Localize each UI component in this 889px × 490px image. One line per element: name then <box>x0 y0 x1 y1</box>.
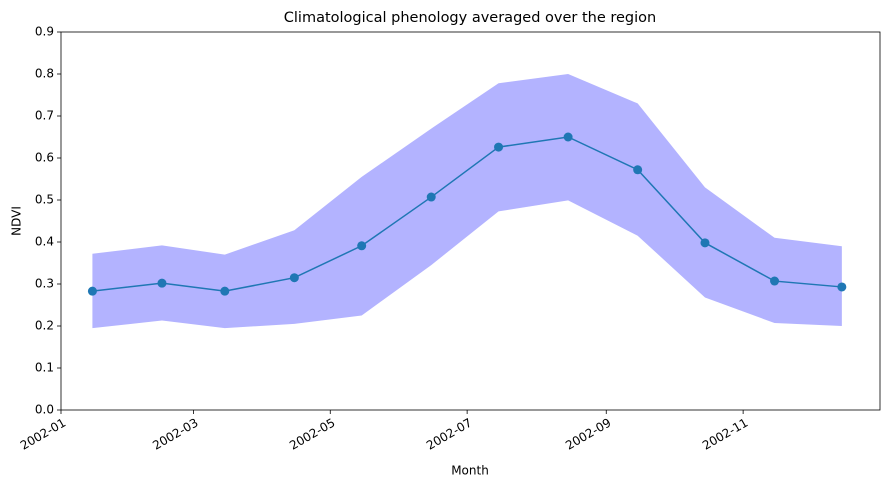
point <box>633 165 643 175</box>
point <box>157 278 167 288</box>
x-tick-label: 2002-07 <box>424 416 474 453</box>
point <box>700 238 710 248</box>
y-tick-label: 0.2 <box>35 319 54 333</box>
point <box>494 142 504 152</box>
y-tick-label: 0.6 <box>35 151 54 165</box>
x-tick-label: 2002-01 <box>18 416 68 453</box>
y-tick-label: 0.4 <box>35 235 54 249</box>
y-tick-label: 0.5 <box>35 193 54 207</box>
point <box>426 192 436 202</box>
x-tick-label: 2002-03 <box>150 416 200 453</box>
x-tick-label: 2002-09 <box>563 416 613 453</box>
x-axis-label: Month <box>451 464 489 478</box>
x-tick-label: 2002-11 <box>700 416 750 453</box>
y-tick-label: 0.3 <box>35 277 54 291</box>
point <box>289 273 299 283</box>
y-tick-label: 0.7 <box>35 109 54 123</box>
y-tick-label: 0.1 <box>35 361 54 375</box>
x-tick-label: 2002-05 <box>287 416 337 453</box>
y-tick-label: 0.8 <box>35 67 54 81</box>
y-axis-label: NDVI <box>10 206 24 236</box>
point <box>837 282 847 292</box>
point <box>87 286 97 296</box>
range-band <box>92 74 842 329</box>
plot-frame <box>60 31 881 411</box>
line <box>92 136 842 292</box>
y-tick-label: 0.9 <box>35 25 54 39</box>
point <box>563 132 573 142</box>
point <box>770 276 780 286</box>
y-tick-label: 0.0 <box>35 403 54 417</box>
point <box>220 286 230 296</box>
point <box>357 241 367 251</box>
chart-title: Climatological phenology averaged over t… <box>284 10 656 26</box>
